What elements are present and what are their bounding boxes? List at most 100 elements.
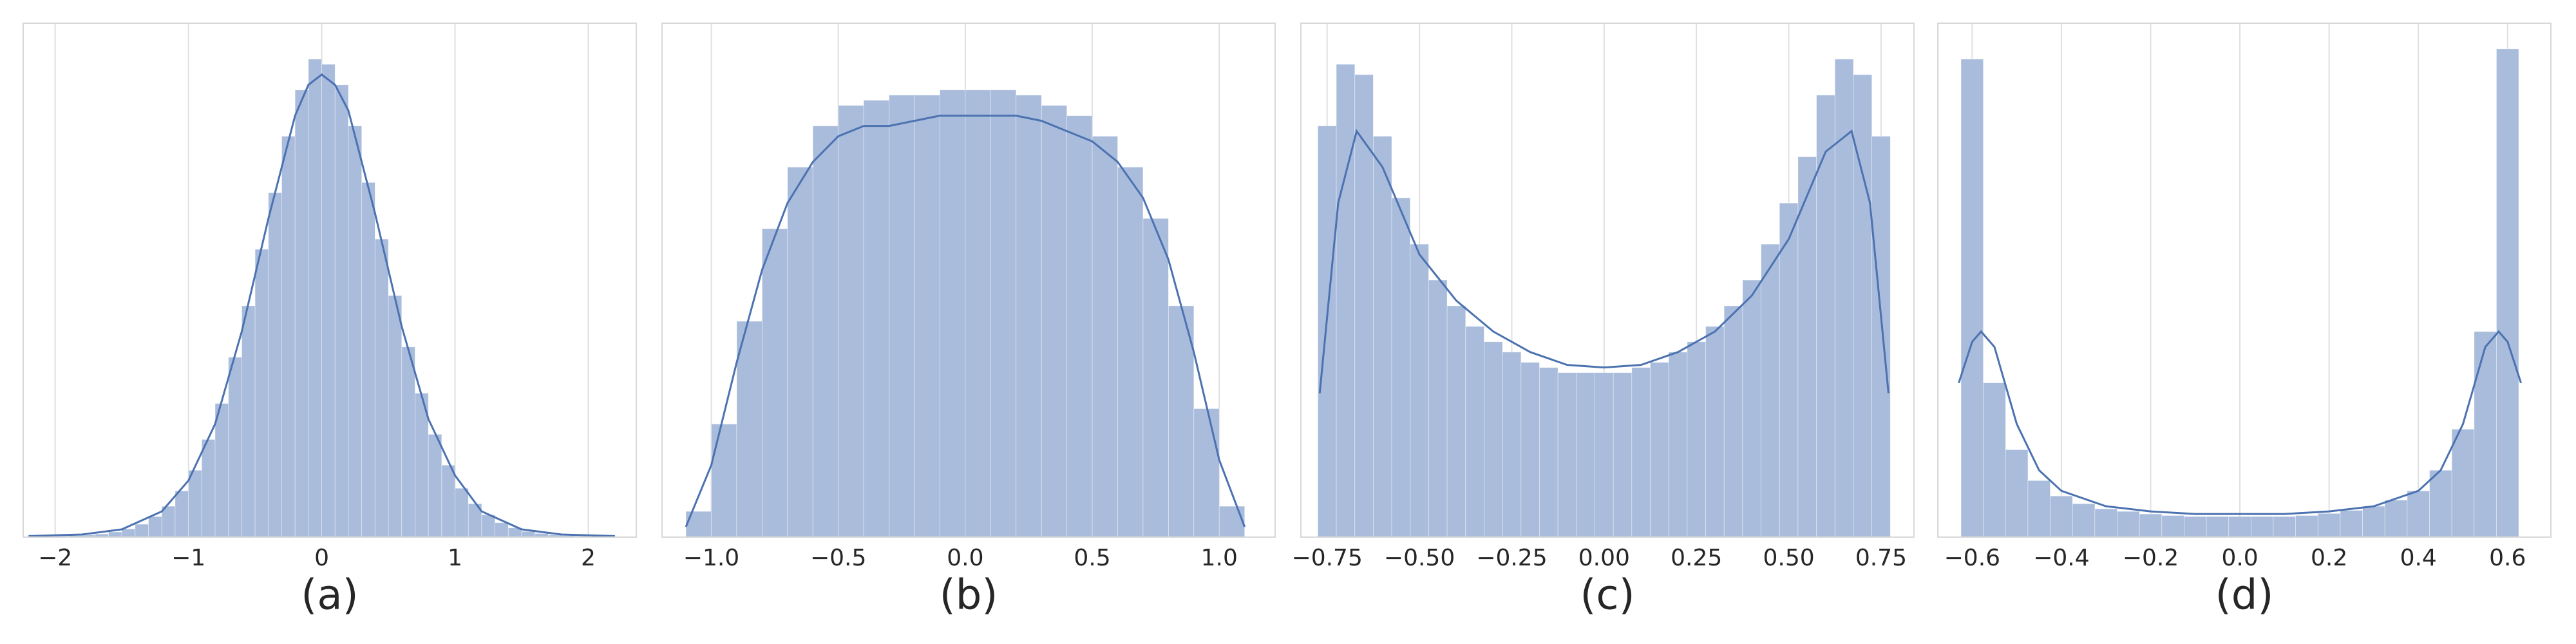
x-tick-label: 0.4 — [2400, 545, 2437, 571]
histogram-bar — [214, 403, 229, 538]
panel-frame — [1300, 23, 1915, 538]
histogram-bar — [1960, 59, 1984, 538]
histogram-bar — [1117, 167, 1144, 538]
histogram-bar — [121, 528, 136, 538]
histogram-bar — [1668, 352, 1688, 538]
x-tick-label: 2 — [581, 545, 596, 571]
x-tick-label: −0.50 — [1384, 545, 1455, 571]
x-tick-label: 0.6 — [2489, 545, 2526, 571]
histogram-bar — [2407, 490, 2430, 538]
histogram-bar — [1834, 59, 1854, 538]
histogram-bar — [1853, 74, 1873, 538]
histogram-bar — [374, 238, 389, 538]
histogram-bar — [1595, 372, 1614, 538]
histogram-bar — [161, 506, 176, 538]
panel: −1.0 −0.5 0.0 0.5 1.0 (b) — [661, 23, 1276, 620]
histogram-bar — [1502, 352, 1522, 538]
histogram-bar — [1218, 506, 1245, 538]
kde-line — [28, 73, 615, 537]
histogram-bar — [2451, 429, 2475, 538]
x-tick-label: −1.0 — [683, 545, 739, 571]
histogram-bar — [428, 434, 442, 538]
panel: −0.75 −0.50 −0.25 0.00 0.25 0.50 0.75 (c) — [1292, 23, 1915, 620]
histogram-bar — [863, 100, 889, 538]
histogram-bar — [1631, 367, 1651, 538]
histogram-bar — [1761, 243, 1780, 538]
histogram-bar — [1428, 279, 1448, 538]
histogram-bar — [294, 90, 309, 538]
histogram-bar — [1446, 305, 1466, 538]
histogram-bar — [334, 84, 349, 538]
panel-caption: (d) — [2215, 572, 2274, 620]
histogram-bar — [254, 249, 269, 538]
histogram-bar — [135, 524, 149, 538]
histogram-bar — [1092, 136, 1118, 538]
kde-line — [1958, 330, 2523, 515]
histogram-bar — [1016, 95, 1042, 538]
x-tick-label: −0.5 — [810, 545, 866, 571]
histogram-bar — [2027, 480, 2051, 538]
x-tick-label: 0 — [314, 545, 329, 571]
histogram-bar — [2295, 515, 2318, 538]
histogram-bar — [108, 531, 122, 538]
histogram-bar — [1193, 408, 1220, 538]
panel-caption: (b) — [940, 572, 998, 620]
x-tick-label: 0.2 — [2311, 545, 2347, 571]
histogram-bar — [2228, 516, 2251, 538]
x-tick-label: 0.0 — [2221, 545, 2258, 571]
histogram-bar — [348, 126, 363, 538]
histogram-bar — [838, 105, 864, 538]
histogram-bar — [2072, 503, 2096, 538]
x-tick-label: 1 — [448, 545, 462, 571]
histogram-bar — [2317, 513, 2341, 538]
kde-line — [1318, 129, 1889, 393]
panel: −0.6 −0.4 −0.2 0.0 0.2 0.4 0.6 (d) — [1937, 23, 2552, 620]
histogram-bar — [990, 90, 1017, 538]
histogram-bar — [481, 515, 496, 538]
x-tick-label: −1 — [171, 545, 205, 571]
histogram-bar — [1816, 95, 1835, 538]
panel: −2 −1 0 1 2 (a) — [23, 23, 637, 620]
histogram-bar — [965, 90, 991, 538]
histogram-bar — [2139, 513, 2163, 538]
histogram-bar — [1983, 383, 2006, 538]
histogram-bar — [1557, 372, 1577, 538]
histogram-bar — [1142, 218, 1169, 538]
histogram-bar — [2362, 506, 2385, 538]
histogram-bar — [1317, 126, 1337, 538]
histogram-bar — [1742, 279, 1761, 538]
histogram-bar — [321, 64, 336, 538]
x-tick-label: 0.75 — [1855, 545, 1907, 571]
histogram-bar — [268, 192, 282, 538]
histogram-bar — [1871, 136, 1891, 538]
histogram-bar — [711, 424, 737, 538]
histogram-bar — [401, 346, 415, 538]
histogram-bar — [1797, 156, 1817, 538]
histogram-bar — [1354, 74, 1374, 538]
panel-frame — [1937, 23, 2552, 538]
histogram-bar — [2161, 515, 2184, 538]
histogram-bar — [2117, 511, 2140, 538]
histogram-bar — [1613, 372, 1633, 538]
histogram-bar — [2273, 516, 2297, 538]
histogram-bar — [1723, 305, 1743, 538]
histogram-bar — [1410, 243, 1429, 538]
x-tick-label: 0.0 — [947, 545, 983, 571]
histogram-bar — [242, 305, 256, 538]
histogram-bar — [914, 95, 940, 538]
histogram-bar — [889, 95, 915, 538]
histogram-bar — [812, 126, 839, 538]
histogram-bar — [2005, 449, 2029, 538]
kde-line — [685, 115, 1246, 527]
panel-frame — [661, 23, 1276, 538]
histogram-bar — [2094, 508, 2117, 538]
histogram-bar — [1779, 202, 1799, 538]
histogram-bar — [388, 295, 402, 538]
x-tick-label: −2 — [38, 545, 72, 571]
x-tick-label: −0.25 — [1476, 545, 1547, 571]
histogram-bar — [441, 464, 455, 538]
histogram-bar — [1484, 341, 1503, 538]
histogram-bar — [1576, 372, 1595, 538]
